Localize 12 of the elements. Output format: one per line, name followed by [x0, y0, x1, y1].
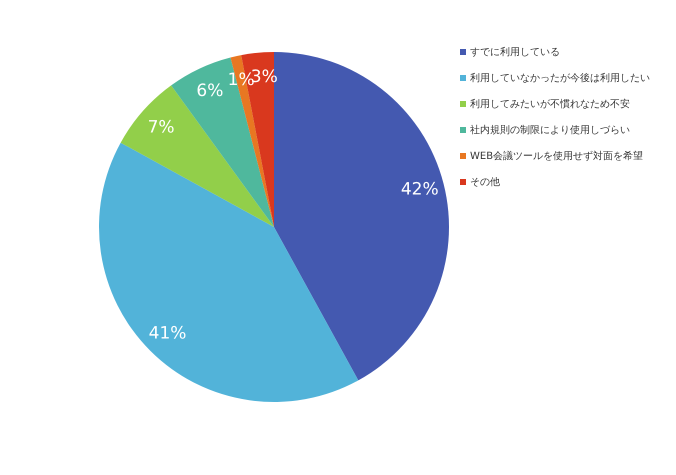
- legend-label: その他: [470, 176, 500, 189]
- legend-label: WEB会議ツールを使用せず対面を希望: [470, 150, 644, 163]
- legend-label: 利用していなかったが今後は利用したい: [470, 72, 650, 85]
- data-label: 41%: [148, 323, 186, 344]
- pie-slice: [120, 85, 274, 227]
- data-label: 42%: [400, 180, 439, 200]
- pie-slice: [99, 142, 358, 402]
- data-label: 6%: [196, 80, 224, 101]
- legend-label: 利用してみたいが不慣れなため不安: [470, 98, 630, 111]
- legend-label: すでに利用している: [470, 46, 560, 59]
- data-label: 7%: [148, 117, 175, 138]
- legend-label: 社内規則の制限により使用しづらい: [470, 124, 630, 137]
